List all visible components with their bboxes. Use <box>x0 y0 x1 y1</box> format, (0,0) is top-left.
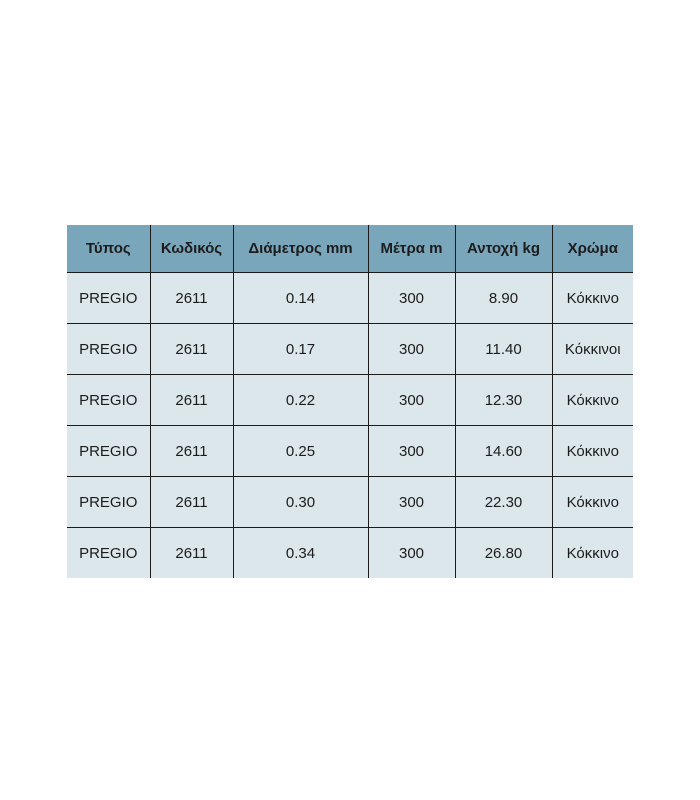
header-code: Κωδικός <box>149 224 234 273</box>
table-row: PREGIO 2611 0.30 300 22.30 Κόκκινο <box>66 476 634 528</box>
cell-code: 2611 <box>149 476 234 528</box>
cell-meters: 300 <box>367 374 456 426</box>
table-row: PREGIO 2611 0.22 300 12.30 Κόκκινο <box>66 374 634 426</box>
cell-type: PREGIO <box>66 476 151 528</box>
product-spec-table: Τύπος Κωδικός Διάμετρος mm Μέτρα m Αντοχ… <box>66 224 634 579</box>
table-row: PREGIO 2611 0.14 300 8.90 Κόκκινο <box>66 272 634 324</box>
cell-strength: 14.60 <box>454 425 553 477</box>
cell-type: PREGIO <box>66 272 151 324</box>
cell-strength: 12.30 <box>454 374 553 426</box>
cell-strength: 22.30 <box>454 476 553 528</box>
cell-meters: 300 <box>367 476 456 528</box>
cell-code: 2611 <box>149 425 234 477</box>
cell-diameter: 0.34 <box>232 527 369 579</box>
cell-diameter: 0.14 <box>232 272 369 324</box>
cell-strength: 8.90 <box>454 272 553 324</box>
table-row: PREGIO 2611 0.25 300 14.60 Κόκκινο <box>66 425 634 477</box>
cell-type: PREGIO <box>66 323 151 375</box>
cell-color: Κόκκινο <box>551 374 634 426</box>
cell-code: 2611 <box>149 374 234 426</box>
header-color: Χρώμα <box>551 224 634 273</box>
cell-strength: 26.80 <box>454 527 553 579</box>
header-diameter: Διάμετρος mm <box>232 224 369 273</box>
cell-diameter: 0.30 <box>232 476 369 528</box>
cell-type: PREGIO <box>66 425 151 477</box>
table-row: PREGIO 2611 0.17 300 11.40 Κόκκινοι <box>66 323 634 375</box>
cell-color: Κόκκινο <box>551 476 634 528</box>
cell-color: Κόκκινοι <box>551 323 634 375</box>
cell-code: 2611 <box>149 323 234 375</box>
cell-strength: 11.40 <box>454 323 553 375</box>
cell-diameter: 0.17 <box>232 323 369 375</box>
cell-meters: 300 <box>367 527 456 579</box>
cell-meters: 300 <box>367 425 456 477</box>
header-type: Τύπος <box>66 224 151 273</box>
cell-color: Κόκκινο <box>551 527 634 579</box>
cell-type: PREGIO <box>66 527 151 579</box>
cell-code: 2611 <box>149 527 234 579</box>
header-strength: Αντοχή kg <box>454 224 553 273</box>
header-meters: Μέτρα m <box>367 224 456 273</box>
cell-meters: 300 <box>367 323 456 375</box>
header-row: Τύπος Κωδικός Διάμετρος mm Μέτρα m Αντοχ… <box>66 224 634 273</box>
cell-diameter: 0.25 <box>232 425 369 477</box>
table-row: PREGIO 2611 0.34 300 26.80 Κόκκινο <box>66 527 634 579</box>
cell-meters: 300 <box>367 272 456 324</box>
cell-code: 2611 <box>149 272 234 324</box>
cell-type: PREGIO <box>66 374 151 426</box>
cell-diameter: 0.22 <box>232 374 369 426</box>
cell-color: Κόκκινο <box>551 272 634 324</box>
cell-color: Κόκκινο <box>551 425 634 477</box>
